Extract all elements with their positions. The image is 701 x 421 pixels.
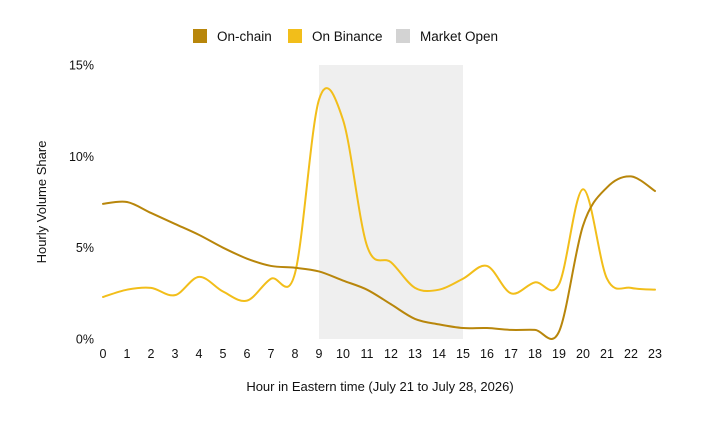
y-tick-label: 15%	[69, 59, 94, 73]
x-tick-label: 14	[432, 347, 446, 361]
x-tick-label: 5	[220, 347, 227, 361]
x-tick-label: 19	[552, 347, 566, 361]
legend-label-on-binance: On Binance	[312, 29, 383, 44]
x-tick-label: 2	[148, 347, 155, 361]
legend-item-market-open: Market Open	[396, 29, 498, 44]
x-tick-label: 22	[624, 347, 638, 361]
x-tick-label: 20	[576, 347, 590, 361]
x-tick-label: 10	[336, 347, 350, 361]
x-tick-label: 6	[244, 347, 251, 361]
x-tick-label: 9	[316, 347, 323, 361]
x-tick-label: 21	[600, 347, 614, 361]
x-tick-label: 7	[268, 347, 275, 361]
x-tick-label: 13	[408, 347, 422, 361]
y-axis-title: Hourly Volume Share	[34, 141, 49, 264]
x-axis-ticks: 0 1 2 3 4 5 6 7 8 9 10 11 12 13 14 15 16 17 18 19 20 21 22 23	[100, 347, 662, 361]
legend-label-market-open: Market Open	[420, 29, 498, 44]
legend-swatch-market-open	[396, 29, 410, 43]
y-tick-label: 5%	[76, 241, 94, 255]
legend-swatch-on-chain	[193, 29, 207, 43]
x-tick-label: 12	[384, 347, 398, 361]
y-tick-label: 0%	[76, 333, 94, 347]
x-tick-label: 0	[100, 347, 107, 361]
x-tick-label: 18	[528, 347, 542, 361]
legend-swatch-on-binance	[288, 29, 302, 43]
legend-item-on-binance: On Binance	[288, 29, 383, 44]
x-tick-label: 17	[504, 347, 518, 361]
legend-item-on-chain: On-chain	[193, 29, 272, 44]
y-axis-ticks: 0% 5% 10% 15%	[69, 59, 94, 347]
x-tick-label: 16	[480, 347, 494, 361]
y-tick-label: 10%	[69, 150, 94, 164]
x-tick-label: 8	[292, 347, 299, 361]
x-axis-title: Hour in Eastern time (July 21 to July 28…	[246, 379, 513, 394]
x-tick-label: 23	[648, 347, 662, 361]
x-tick-label: 3	[172, 347, 179, 361]
legend: On-chain On Binance Market Open	[193, 29, 498, 44]
market-open-band	[319, 65, 463, 339]
series-layer	[102, 87, 656, 340]
series-line-on-binance	[102, 87, 656, 303]
legend-label-on-chain: On-chain	[217, 29, 272, 44]
x-tick-label: 1	[124, 347, 131, 361]
x-tick-label: 15	[456, 347, 470, 361]
x-tick-label: 11	[361, 347, 374, 361]
market-open-band-layer	[319, 65, 463, 339]
series-line-on-chain	[102, 175, 656, 340]
x-tick-label: 4	[196, 347, 203, 361]
